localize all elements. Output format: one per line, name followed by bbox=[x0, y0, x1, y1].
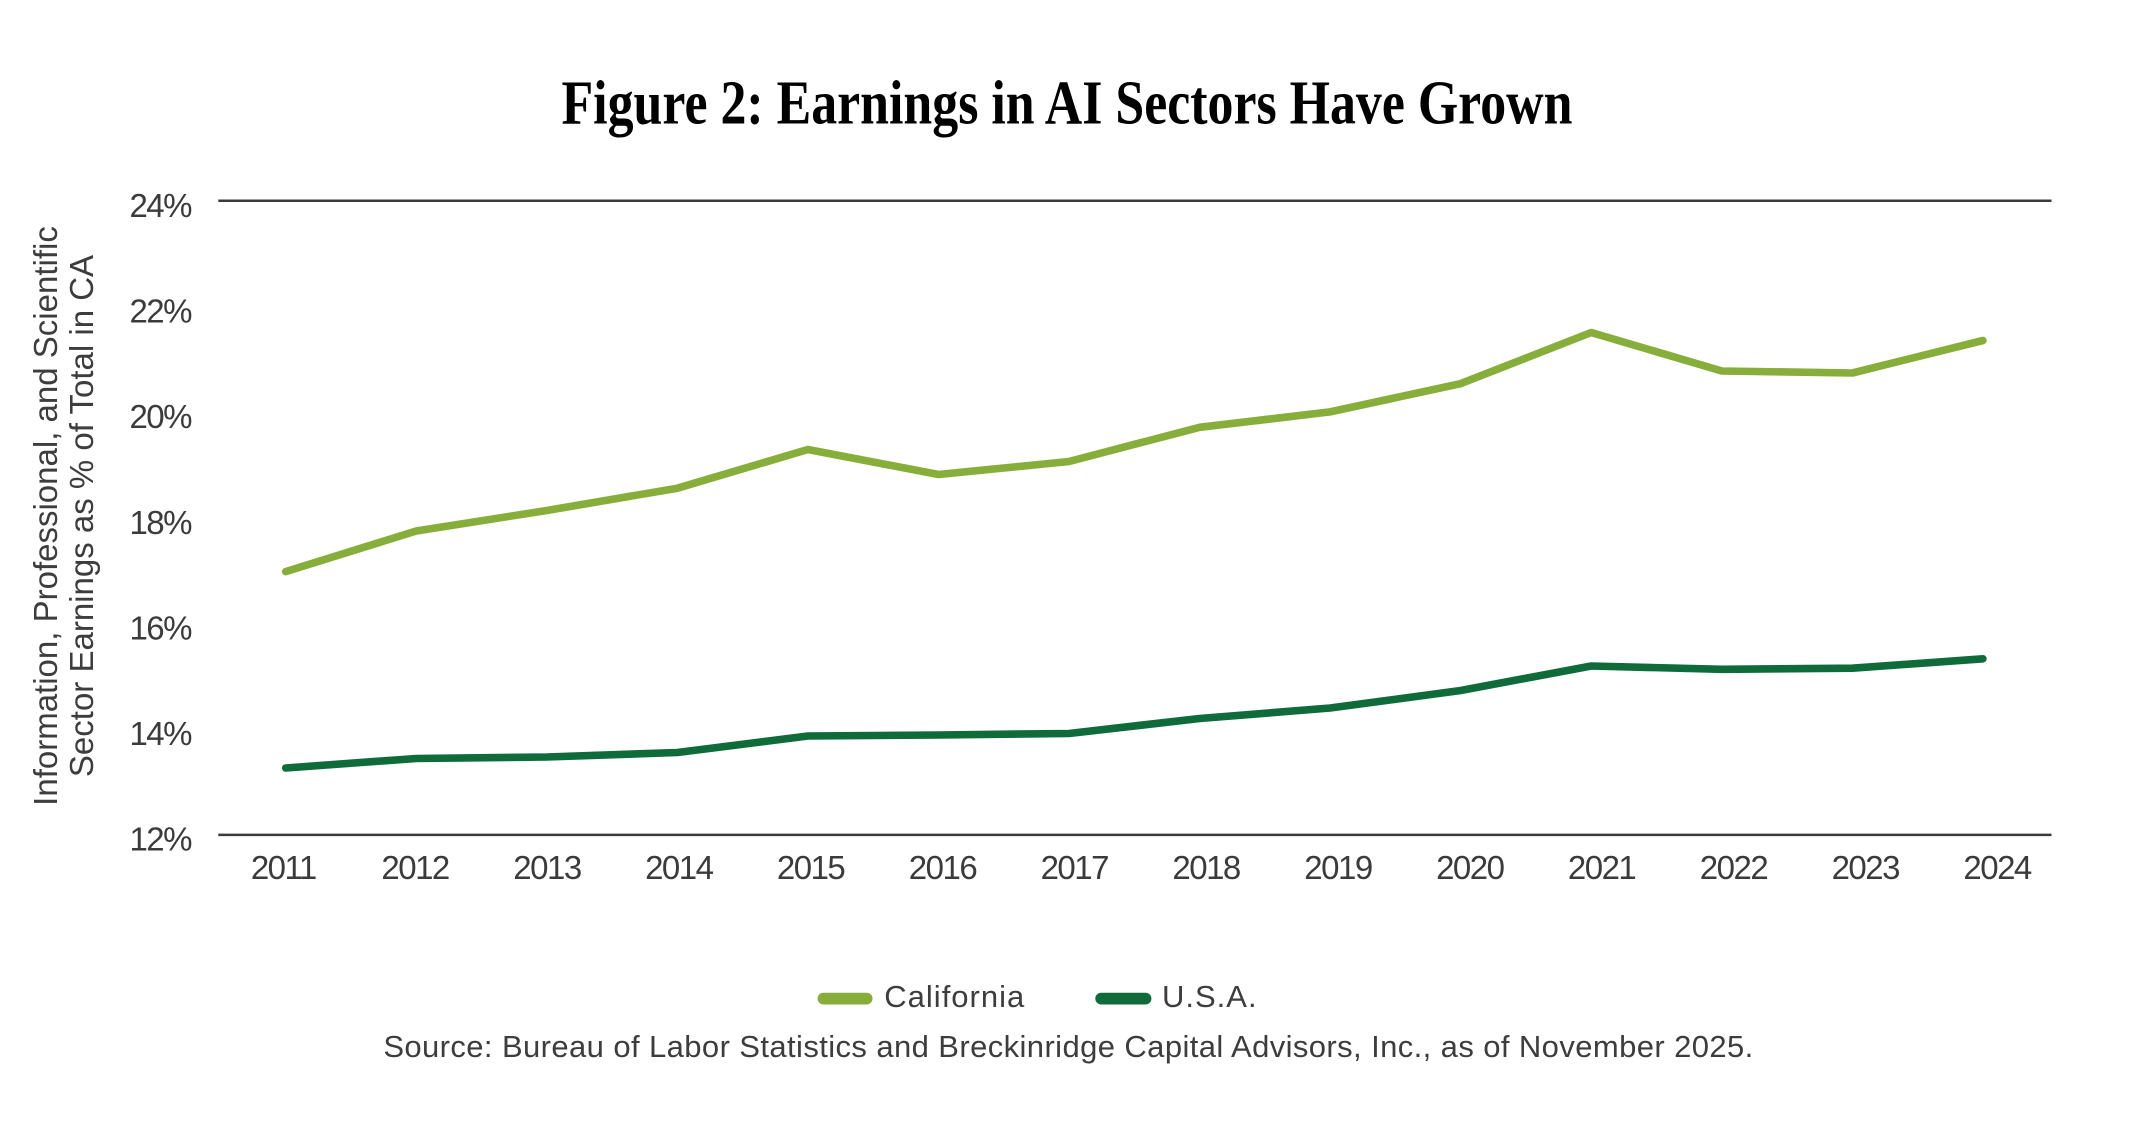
svg-text:22%: 22% bbox=[129, 293, 192, 330]
svg-text:2012: 2012 bbox=[381, 849, 449, 886]
svg-text:California: California bbox=[884, 979, 1025, 1014]
svg-text:14%: 14% bbox=[129, 715, 192, 752]
svg-text:2021: 2021 bbox=[1568, 849, 1636, 886]
svg-text:U.S.A.: U.S.A. bbox=[1162, 979, 1258, 1014]
svg-text:20%: 20% bbox=[129, 398, 192, 435]
svg-text:2014: 2014 bbox=[645, 849, 714, 886]
svg-text:2013: 2013 bbox=[513, 849, 581, 886]
svg-text:2018: 2018 bbox=[1172, 849, 1240, 886]
svg-text:2024: 2024 bbox=[1963, 849, 2032, 886]
svg-text:2020: 2020 bbox=[1436, 849, 1505, 886]
svg-text:16%: 16% bbox=[129, 609, 192, 646]
svg-text:2017: 2017 bbox=[1041, 849, 1109, 886]
svg-text:Information, Professional, and: Information, Professional, and Scientifi… bbox=[27, 226, 64, 806]
svg-text:2011: 2011 bbox=[251, 849, 316, 886]
svg-text:18%: 18% bbox=[129, 504, 192, 541]
svg-text:2015: 2015 bbox=[777, 849, 845, 886]
svg-text:Source: Bureau of Labor Statis: Source: Bureau of Labor Statistics and B… bbox=[383, 1029, 1753, 1064]
svg-text:2022: 2022 bbox=[1700, 849, 1768, 886]
svg-text:2019: 2019 bbox=[1304, 849, 1372, 886]
svg-text:Figure 2: Earnings in AI Secto: Figure 2: Earnings in AI Sectors Have Gr… bbox=[562, 70, 1573, 138]
svg-text:2023: 2023 bbox=[1832, 849, 1900, 886]
svg-text:Sector Earnings as % of Total: Sector Earnings as % of Total in CA bbox=[63, 255, 100, 777]
svg-text:12%: 12% bbox=[129, 821, 192, 858]
svg-text:24%: 24% bbox=[129, 187, 192, 224]
svg-text:2016: 2016 bbox=[909, 849, 977, 886]
